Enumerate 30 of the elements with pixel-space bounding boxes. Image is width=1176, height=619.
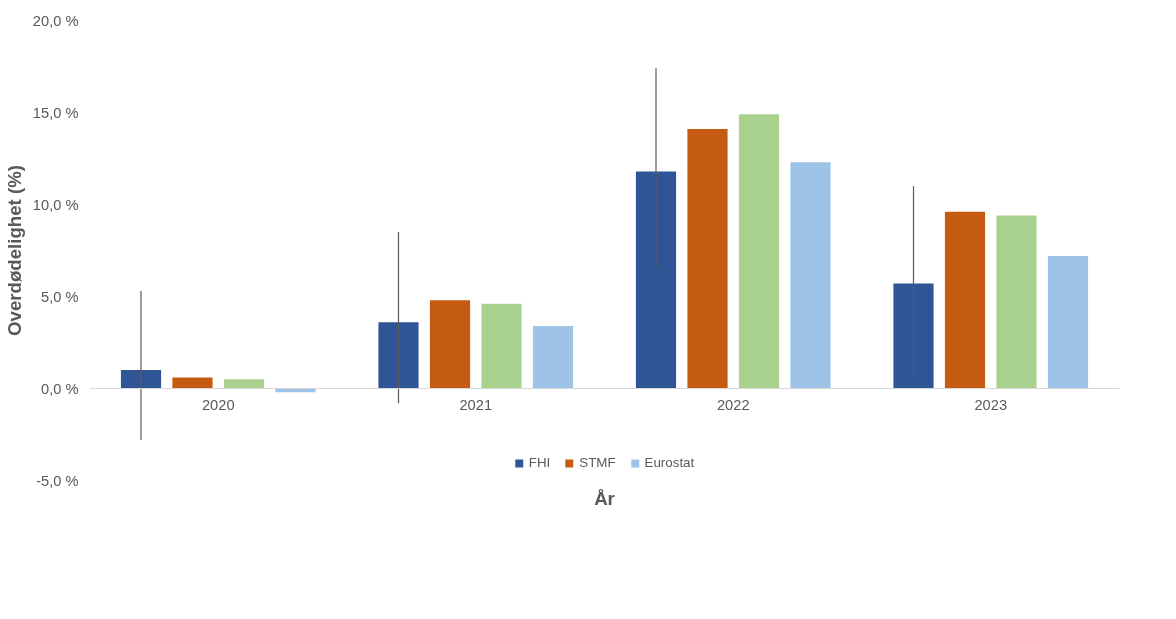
y-tick-label: 0,0 % — [41, 380, 79, 397]
y-tick-label: 5,0 % — [41, 288, 79, 305]
x-tick-label: 2022 — [716, 396, 750, 413]
x-tick-label: 2021 — [459, 396, 493, 413]
bar — [532, 325, 574, 389]
bar — [172, 377, 213, 389]
legend-label: Eurostat — [644, 455, 695, 470]
bar — [996, 215, 1037, 389]
legend-label: STMF — [579, 455, 616, 470]
x-tick-label: 2023 — [974, 396, 1008, 413]
bar — [687, 129, 728, 389]
bar — [481, 303, 522, 389]
bar — [120, 370, 162, 389]
y-tick-label: 20,0 % — [32, 12, 79, 29]
x-axis-title: År — [594, 487, 615, 509]
bar — [223, 379, 265, 389]
bar — [738, 114, 780, 389]
y-tick-label: -5,0 % — [36, 472, 79, 489]
y-axis-title: Overdødelighet (%) — [3, 164, 25, 337]
legend-label: FHI — [528, 455, 551, 470]
bar — [378, 322, 419, 389]
bar — [1047, 256, 1089, 389]
bar — [790, 162, 831, 389]
bar — [635, 171, 677, 389]
x-tick-label: 2020 — [201, 396, 235, 413]
bar — [944, 211, 986, 389]
y-tick-label: 15,0 % — [32, 104, 79, 121]
y-tick-label: 10,0 % — [32, 196, 79, 213]
bar — [893, 283, 934, 389]
bar — [429, 300, 471, 389]
